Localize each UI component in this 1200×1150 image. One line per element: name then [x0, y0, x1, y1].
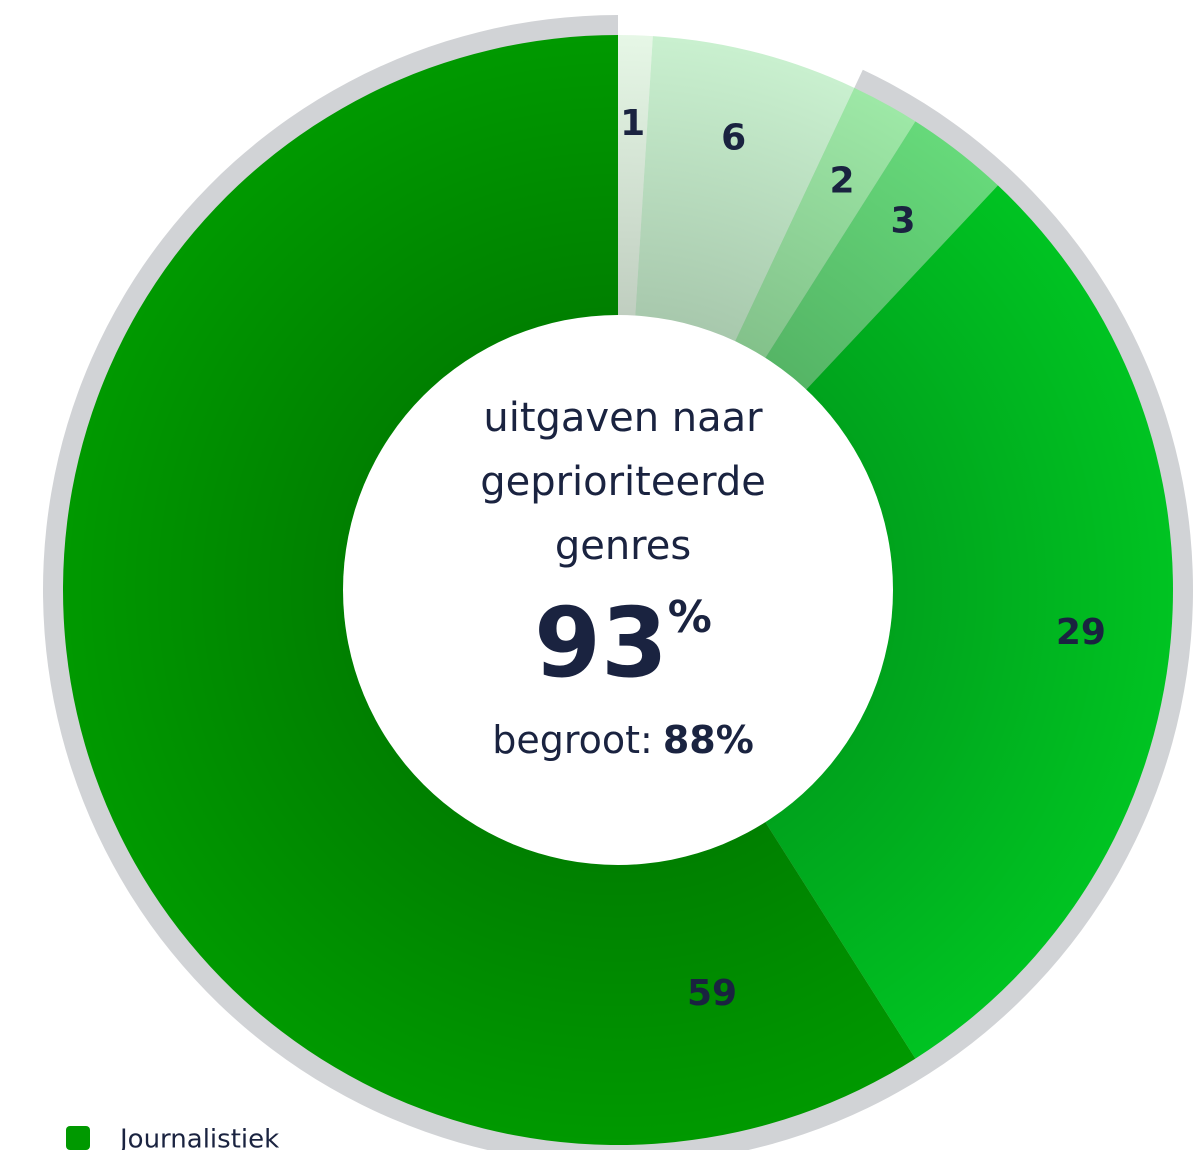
- slice-label: 6: [721, 118, 746, 159]
- donut-hole: [343, 315, 893, 865]
- center-text: genres: [555, 523, 691, 569]
- legend-swatch: [66, 1126, 90, 1150]
- slice-label: 3: [890, 201, 915, 242]
- center-value-number: 93: [534, 587, 668, 699]
- slice-label: 59: [687, 973, 737, 1014]
- center-value-unit: %: [668, 592, 712, 643]
- legend-label: Journalistiek: [118, 1125, 279, 1150]
- center-text: geprioriteerde: [480, 459, 766, 505]
- center-text: uitgaven naar: [483, 395, 763, 441]
- slice-label: 2: [829, 161, 854, 202]
- center-value: 93%: [534, 587, 712, 699]
- budget-label: begroot:: [492, 718, 653, 762]
- slice-label: 29: [1056, 612, 1106, 653]
- budget-value: 88%: [663, 718, 754, 762]
- budget-text: begroot: 88%: [492, 718, 754, 762]
- slice-label: 1: [620, 103, 645, 144]
